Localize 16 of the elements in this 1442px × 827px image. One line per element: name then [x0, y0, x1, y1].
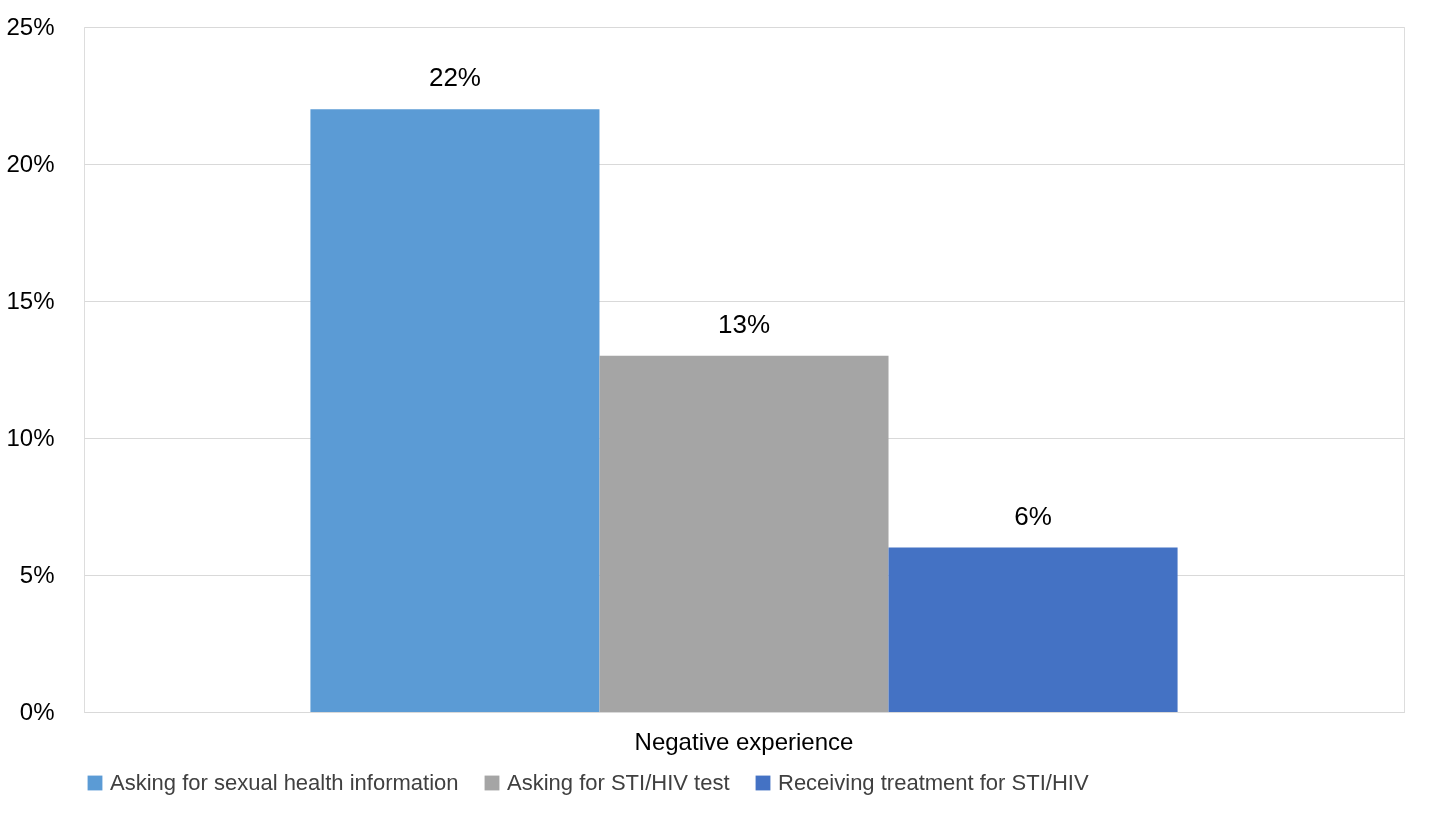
- y-tick-label: 20%: [6, 149, 55, 177]
- y-tick-label: 5%: [19, 560, 55, 588]
- y-tick-label: 0%: [19, 697, 55, 725]
- legend-label: Receiving treatment for STI/HIV: [778, 770, 1089, 795]
- data-label: 6%: [1014, 500, 1052, 531]
- legend-label: Asking for sexual health information: [110, 770, 459, 795]
- y-tick-label: 15%: [6, 286, 55, 314]
- y-tick-label: 25%: [6, 12, 55, 40]
- data-label: 13%: [717, 308, 771, 339]
- legend-label: Asking for STI/HIV test: [507, 770, 730, 795]
- x-tick-label: Negative experience: [634, 727, 854, 755]
- bar: [888, 547, 1178, 712]
- bar: [310, 109, 600, 712]
- data-label: 22%: [428, 62, 481, 93]
- bar: [599, 355, 889, 712]
- y-tick-label: 10%: [6, 423, 55, 451]
